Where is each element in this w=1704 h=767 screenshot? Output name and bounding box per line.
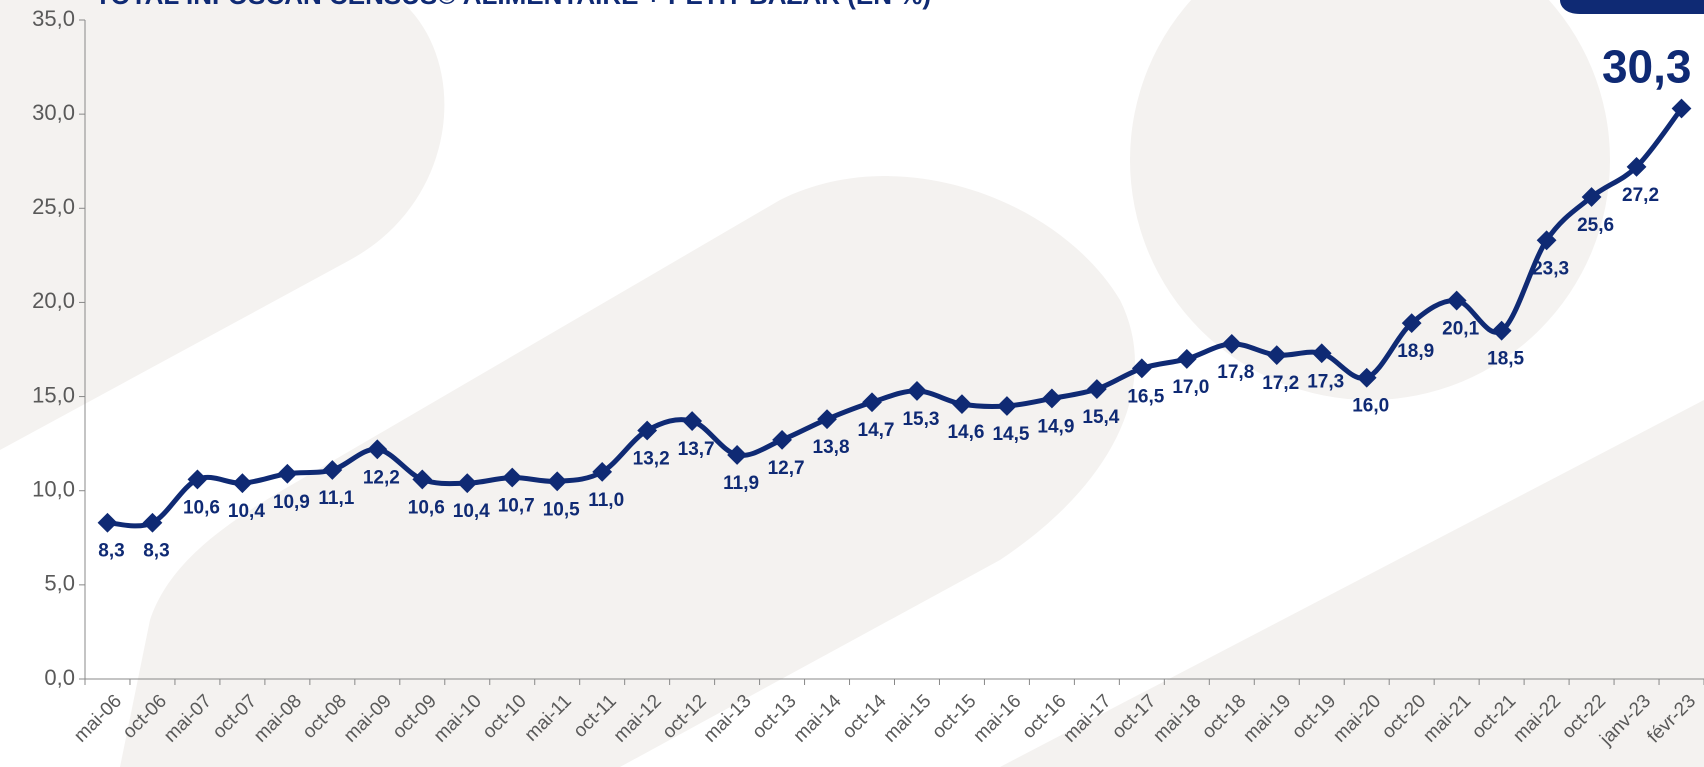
- marker: [98, 513, 118, 533]
- data-label: 11,0: [588, 490, 624, 511]
- data-label: 10,9: [273, 492, 310, 513]
- data-label: 12,7: [768, 458, 805, 479]
- data-label: 14,6: [947, 422, 984, 443]
- x-tick-label: mai-14: [790, 690, 846, 746]
- x-tick-label: mai-06: [70, 691, 126, 747]
- data-label: 14,7: [858, 420, 895, 441]
- data-label: 12,2: [363, 467, 400, 488]
- data-label: 10,7: [498, 496, 535, 517]
- data-label: 13,2: [633, 448, 670, 469]
- y-tick-label: 20,0: [32, 288, 75, 313]
- y-tick-label: 10,0: [32, 477, 75, 502]
- x-tick-label: mai-15: [880, 691, 936, 747]
- data-label: 18,5: [1487, 349, 1524, 370]
- data-label: 23,3: [1532, 258, 1569, 279]
- data-label: 14,9: [1037, 416, 1074, 437]
- y-tick-label: 0,0: [44, 665, 75, 690]
- marker: [1177, 349, 1197, 369]
- page: TOTAL INFOSCAN CENSUS© ALIMENTAIRE + PET…: [0, 0, 1704, 767]
- chart: TOTAL INFOSCAN CENSUS© ALIMENTAIRE + PET…: [0, 0, 1704, 767]
- marker: [233, 473, 253, 493]
- data-label: 16,0: [1352, 396, 1389, 417]
- background-decor: [0, 0, 1704, 767]
- data-label: 17,2: [1262, 373, 1299, 394]
- data-label: 8,3: [143, 541, 169, 562]
- data-label: 17,8: [1217, 362, 1254, 383]
- data-label: 13,8: [813, 437, 850, 458]
- data-label: 10,5: [543, 499, 580, 520]
- x-tick-label: mai-16: [970, 691, 1026, 747]
- marker: [277, 464, 297, 484]
- decor-shape: [1130, 0, 1610, 400]
- data-label: 8,3: [98, 541, 124, 562]
- y-tick-label: 5,0: [44, 571, 75, 596]
- data-label: 13,7: [678, 439, 715, 460]
- data-label: 25,6: [1577, 215, 1614, 236]
- data-label: 27,2: [1622, 185, 1659, 206]
- y-tick-label: 35,0: [32, 6, 75, 31]
- corner-badge: [1560, 0, 1704, 14]
- chart-title: TOTAL INFOSCAN CENSUS© ALIMENTAIRE + PET…: [95, 0, 931, 10]
- data-label: 16,5: [1127, 386, 1164, 407]
- data-label: 17,0: [1172, 377, 1209, 398]
- data-label: 11,1: [318, 488, 354, 509]
- data-label: 15,3: [902, 409, 939, 430]
- data-label: 10,4: [453, 501, 490, 522]
- data-label: 15,4: [1082, 407, 1119, 428]
- y-tick-label: 15,0: [32, 382, 75, 407]
- data-label: 14,5: [992, 424, 1029, 445]
- data-label: 10,6: [408, 497, 445, 518]
- data-label: 17,3: [1307, 371, 1344, 392]
- data-label: 20,1: [1442, 319, 1479, 340]
- data-label: 10,6: [183, 497, 220, 518]
- data-label: 10,4: [228, 501, 265, 522]
- data-label: 30,3: [1602, 40, 1692, 92]
- data-label: 18,9: [1397, 341, 1434, 362]
- data-label: 11,9: [723, 473, 759, 494]
- y-tick-label: 30,0: [32, 100, 75, 125]
- y-tick-label: 25,0: [32, 194, 75, 219]
